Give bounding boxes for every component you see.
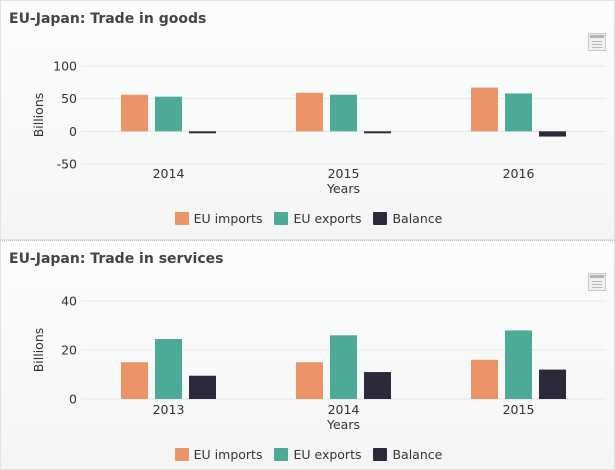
bar-balance-2014[interactable] bbox=[189, 131, 216, 134]
bar-eu-imports-2014[interactable] bbox=[296, 362, 323, 399]
legend-label-imports: EU imports bbox=[193, 447, 263, 462]
y-tick-label: 20 bbox=[61, 343, 77, 358]
goods-bar-chart: -50 0 50 100 Billions 2014 2015 2016 Years bbox=[31, 59, 606, 196]
legend-swatch-balance bbox=[373, 212, 388, 225]
x-tick-label: 2015 bbox=[503, 402, 535, 417]
bar-eu-imports-2016[interactable] bbox=[471, 87, 498, 132]
bar-eu-imports-2013[interactable] bbox=[121, 362, 148, 399]
goods-legend: EU imports EU exports Balance bbox=[1, 211, 615, 228]
bar-eu-exports-2014[interactable] bbox=[330, 335, 357, 399]
services-chart-panel: EU-Japan: Trade in services 0 20 40 Billion… bbox=[0, 240, 615, 470]
legend-label-exports: EU exports bbox=[293, 447, 362, 462]
legend-swatch-imports bbox=[174, 448, 189, 461]
legend-swatch-exports bbox=[274, 448, 289, 461]
bar-eu-exports-2013[interactable] bbox=[155, 338, 182, 399]
bar-balance-2015[interactable] bbox=[364, 131, 391, 134]
legend-item-eu-exports[interactable]: EU exports bbox=[274, 447, 361, 462]
goods-chart-title: EU-Japan: Trade in goods bbox=[9, 11, 207, 27]
y-tick-label: 40 bbox=[61, 294, 77, 309]
y-tick-label: 100 bbox=[53, 59, 77, 74]
bar-balance-2014[interactable] bbox=[364, 372, 391, 399]
services-chart-title: EU-Japan: Trade in services bbox=[9, 251, 224, 267]
legend-swatch-imports bbox=[174, 212, 189, 225]
y-tick-label: 50 bbox=[61, 91, 77, 106]
legend-item-balance[interactable]: Balance bbox=[373, 211, 442, 226]
legend-item-eu-exports[interactable]: EU exports bbox=[274, 211, 361, 226]
x-tick-label: 2015 bbox=[328, 166, 360, 181]
x-axis-label: Years bbox=[326, 417, 360, 432]
x-axis-label: Years bbox=[326, 181, 360, 196]
legend-swatch-balance bbox=[373, 448, 388, 461]
x-tick-label: 2014 bbox=[153, 166, 185, 181]
bar-eu-exports-2015[interactable] bbox=[330, 94, 357, 132]
bar-eu-imports-2015[interactable] bbox=[471, 359, 498, 399]
bar-eu-exports-2015[interactable] bbox=[505, 330, 532, 399]
x-tick-label: 2016 bbox=[503, 166, 535, 181]
x-tick-label: 2014 bbox=[328, 402, 360, 417]
legend-label-balance: Balance bbox=[392, 211, 443, 226]
hamburger-menu-icon[interactable] bbox=[588, 273, 606, 291]
bar-eu-imports-2014[interactable] bbox=[121, 94, 148, 132]
bar-balance-2015[interactable] bbox=[539, 369, 566, 399]
legend-item-eu-imports[interactable]: EU imports bbox=[174, 447, 263, 462]
bar-balance-2016[interactable] bbox=[539, 131, 566, 137]
services-bar-chart: 0 20 40 Billions 2013 2014 2015 Years bbox=[31, 294, 606, 432]
bar-balance-2013[interactable] bbox=[189, 375, 216, 399]
y-tick-label: 0 bbox=[69, 124, 77, 139]
y-axis-label: Billions bbox=[31, 93, 46, 138]
legend-label-balance: Balance bbox=[392, 447, 443, 462]
y-tick-label: 0 bbox=[69, 392, 77, 407]
legend-label-exports: EU exports bbox=[293, 211, 362, 226]
legend-item-eu-imports[interactable]: EU imports bbox=[174, 211, 263, 226]
x-tick-label: 2013 bbox=[153, 402, 185, 417]
services-legend: EU imports EU exports Balance bbox=[1, 447, 615, 464]
y-tick-label: -50 bbox=[57, 157, 77, 172]
bar-eu-exports-2014[interactable] bbox=[155, 96, 182, 132]
legend-item-balance[interactable]: Balance bbox=[373, 447, 442, 462]
bar-eu-imports-2015[interactable] bbox=[296, 92, 323, 132]
y-axis-label: Billions bbox=[31, 328, 46, 373]
goods-chart-panel: EU-Japan: Trade in goods -50 0 50 100 Billio… bbox=[0, 0, 615, 240]
legend-label-imports: EU imports bbox=[193, 211, 263, 226]
hamburger-menu-icon[interactable] bbox=[588, 33, 606, 51]
legend-swatch-exports bbox=[274, 212, 289, 225]
bar-eu-exports-2016[interactable] bbox=[505, 93, 532, 132]
